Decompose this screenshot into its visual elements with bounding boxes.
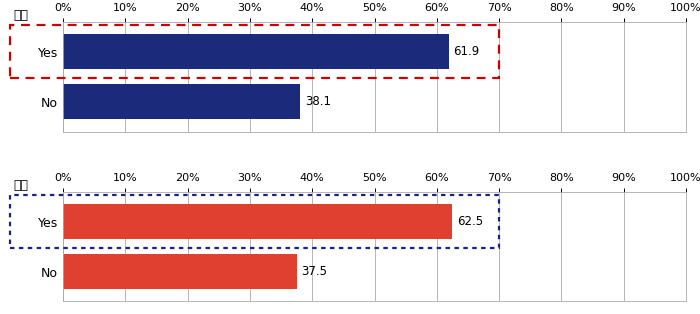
Text: 母親: 母親 [14,179,29,192]
Text: 38.1: 38.1 [305,95,331,108]
Bar [10,25,499,78]
Bar [63,35,449,69]
Bar [63,254,297,289]
Text: 62.5: 62.5 [457,215,484,228]
Bar [63,204,452,239]
Bar [63,84,300,119]
Text: 37.5: 37.5 [302,265,328,278]
Bar [10,195,499,248]
Text: 61.9: 61.9 [454,45,480,58]
Text: 父親: 父親 [14,9,29,22]
